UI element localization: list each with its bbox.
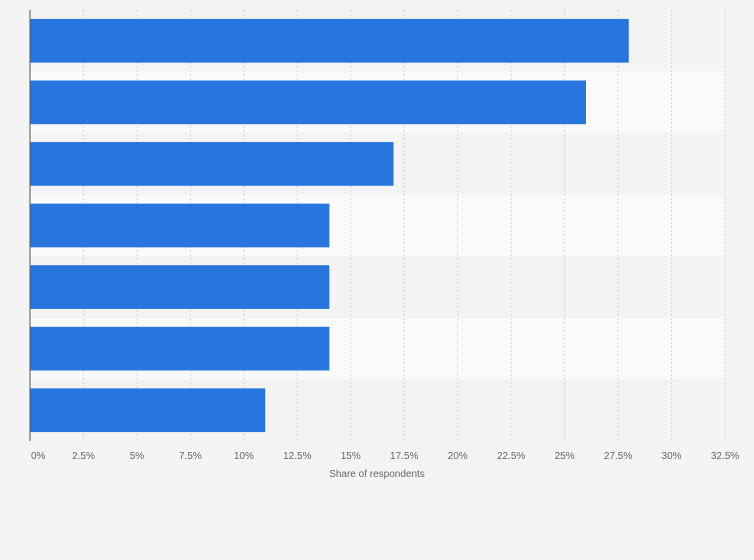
- bar: [30, 388, 266, 433]
- bar: [30, 326, 330, 371]
- x-tick-label: 17.5%: [390, 451, 418, 462]
- bar: [30, 80, 586, 125]
- x-tick-label: 12.5%: [283, 451, 311, 462]
- x-tick-label: 15%: [341, 451, 361, 462]
- bar: [30, 265, 330, 309]
- x-axis-title: Share of respondents: [329, 469, 425, 480]
- x-tick-label: 2.5%: [72, 451, 95, 462]
- x-tick-label: 32.5%: [711, 451, 739, 462]
- x-tick-label: 22.5%: [497, 451, 525, 462]
- x-tick-label: 20%: [448, 451, 468, 462]
- x-tick-label: 27.5%: [604, 451, 632, 462]
- x-tick-label: 25%: [555, 451, 575, 462]
- x-tick-labels: 0% 2.5% 5% 7.5% 10% 12.5% 15% 17.5% 20% 22.5% 25% 2…: [31, 451, 739, 462]
- bar: [30, 142, 394, 186]
- x-tick-label: 7.5%: [179, 451, 202, 462]
- bar: [30, 203, 330, 248]
- x-tick-label: 5%: [130, 451, 145, 462]
- bar: [30, 18, 629, 63]
- x-tick-label: 0%: [31, 451, 46, 462]
- bars: [30, 18, 629, 433]
- x-tick-label: 10%: [234, 451, 254, 462]
- x-tick-label: 30%: [662, 451, 682, 462]
